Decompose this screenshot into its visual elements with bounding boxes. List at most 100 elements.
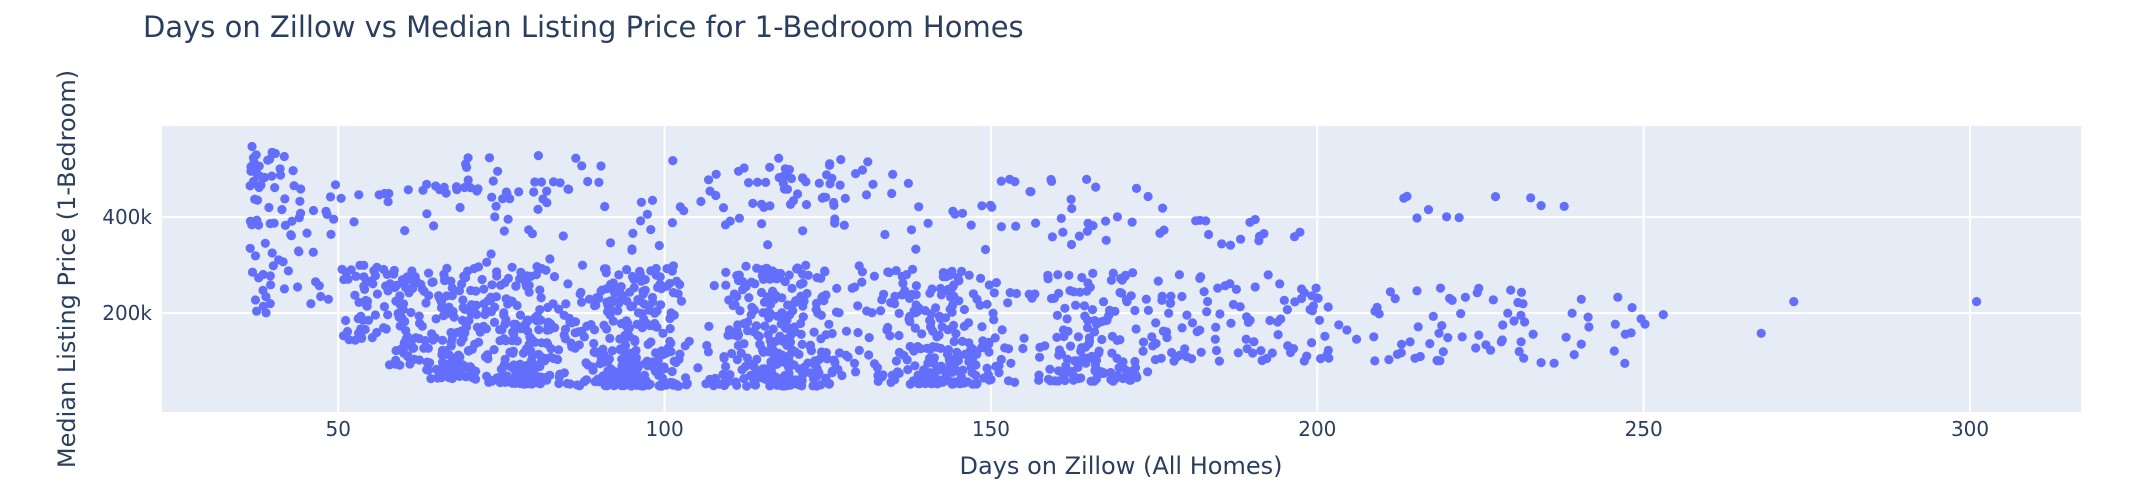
data-point[interactable] xyxy=(421,298,431,308)
data-point[interactable] xyxy=(482,257,492,267)
data-point[interactable] xyxy=(753,330,763,341)
data-point[interactable] xyxy=(1078,353,1088,363)
data-point[interactable] xyxy=(923,358,933,368)
data-point[interactable] xyxy=(984,337,994,347)
data-point[interactable] xyxy=(764,347,774,357)
data-point[interactable] xyxy=(1182,310,1192,320)
data-point[interactable] xyxy=(1369,332,1379,342)
data-point[interactable] xyxy=(641,380,651,390)
data-point[interactable] xyxy=(471,366,481,376)
data-point[interactable] xyxy=(958,376,969,386)
data-point[interactable] xyxy=(431,314,441,324)
data-point[interactable] xyxy=(417,321,427,331)
data-point[interactable] xyxy=(1536,201,1546,211)
data-point[interactable] xyxy=(1236,234,1246,244)
data-point[interactable] xyxy=(391,359,401,369)
data-point[interactable] xyxy=(982,299,992,309)
data-point[interactable] xyxy=(402,272,412,282)
data-point[interactable] xyxy=(1097,334,1107,345)
data-point[interactable] xyxy=(1143,305,1153,315)
data-point[interactable] xyxy=(1056,213,1066,223)
data-point[interactable] xyxy=(1153,276,1163,286)
data-point[interactable] xyxy=(978,343,988,353)
data-point[interactable] xyxy=(1167,347,1177,358)
data-point[interactable] xyxy=(787,283,797,293)
data-point[interactable] xyxy=(814,178,824,188)
data-point[interactable] xyxy=(372,262,382,272)
data-point[interactable] xyxy=(1279,295,1289,305)
data-point[interactable] xyxy=(288,166,298,176)
data-point[interactable] xyxy=(554,345,564,355)
data-point[interactable] xyxy=(589,338,599,349)
data-point[interactable] xyxy=(713,378,723,388)
data-point[interactable] xyxy=(793,264,803,274)
data-point[interactable] xyxy=(1486,345,1496,355)
data-point[interactable] xyxy=(1195,273,1205,283)
data-point[interactable] xyxy=(286,231,296,241)
data-point[interactable] xyxy=(705,186,715,196)
data-point[interactable] xyxy=(862,306,872,316)
data-point[interactable] xyxy=(1077,272,1087,283)
data-point[interactable] xyxy=(1203,296,1213,307)
data-point[interactable] xyxy=(840,193,850,203)
data-point[interactable] xyxy=(435,185,445,195)
data-point[interactable] xyxy=(898,278,908,288)
data-point[interactable] xyxy=(1067,203,1077,214)
data-point[interactable] xyxy=(630,335,640,345)
data-point[interactable] xyxy=(948,320,959,330)
data-point[interactable] xyxy=(773,348,784,358)
data-point[interactable] xyxy=(596,161,606,171)
data-point[interactable] xyxy=(481,324,491,334)
data-point[interactable] xyxy=(1157,295,1167,305)
data-point[interactable] xyxy=(820,266,830,276)
data-point[interactable] xyxy=(785,199,796,209)
data-point[interactable] xyxy=(403,338,413,349)
data-point[interactable] xyxy=(976,273,986,283)
data-point[interactable] xyxy=(1115,335,1125,345)
data-point[interactable] xyxy=(1519,353,1529,363)
data-point[interactable] xyxy=(734,270,744,280)
data-point[interactable] xyxy=(422,209,432,219)
data-point[interactable] xyxy=(351,271,361,281)
data-point[interactable] xyxy=(1297,284,1307,294)
data-point[interactable] xyxy=(374,190,384,200)
data-point[interactable] xyxy=(521,279,531,289)
data-point[interactable] xyxy=(790,327,800,337)
data-point[interactable] xyxy=(382,269,392,279)
data-point[interactable] xyxy=(398,305,408,315)
data-point[interactable] xyxy=(1226,318,1236,328)
data-point[interactable] xyxy=(247,220,257,230)
data-point[interactable] xyxy=(853,301,863,311)
data-point[interactable] xyxy=(1549,358,1559,368)
data-point[interactable] xyxy=(337,264,347,274)
data-point[interactable] xyxy=(1030,289,1040,299)
data-point[interactable] xyxy=(1084,339,1094,349)
data-point[interactable] xyxy=(883,322,893,333)
data-point[interactable] xyxy=(1043,374,1054,384)
data-point[interactable] xyxy=(1165,298,1175,308)
data-point[interactable] xyxy=(880,229,890,240)
data-point[interactable] xyxy=(570,328,580,338)
data-point[interactable] xyxy=(1245,217,1255,227)
data-point[interactable] xyxy=(1425,339,1435,349)
data-point[interactable] xyxy=(614,286,625,296)
data-point[interactable] xyxy=(747,371,757,381)
data-point[interactable] xyxy=(1497,335,1507,345)
data-point[interactable] xyxy=(1130,356,1140,367)
data-point[interactable] xyxy=(619,343,629,353)
data-point[interactable] xyxy=(923,218,933,228)
data-point[interactable] xyxy=(507,336,517,346)
data-point[interactable] xyxy=(879,289,889,299)
data-point[interactable] xyxy=(254,161,264,171)
data-point[interactable] xyxy=(1474,283,1484,293)
data-point[interactable] xyxy=(1334,320,1344,330)
data-point[interactable] xyxy=(622,296,632,306)
data-point[interactable] xyxy=(1370,356,1380,366)
data-point[interactable] xyxy=(729,289,739,299)
data-point[interactable] xyxy=(414,355,424,365)
data-point[interactable] xyxy=(667,366,677,377)
data-point[interactable] xyxy=(1559,201,1569,211)
data-point[interactable] xyxy=(487,192,497,202)
data-point[interactable] xyxy=(964,347,975,357)
data-point[interactable] xyxy=(721,267,731,277)
